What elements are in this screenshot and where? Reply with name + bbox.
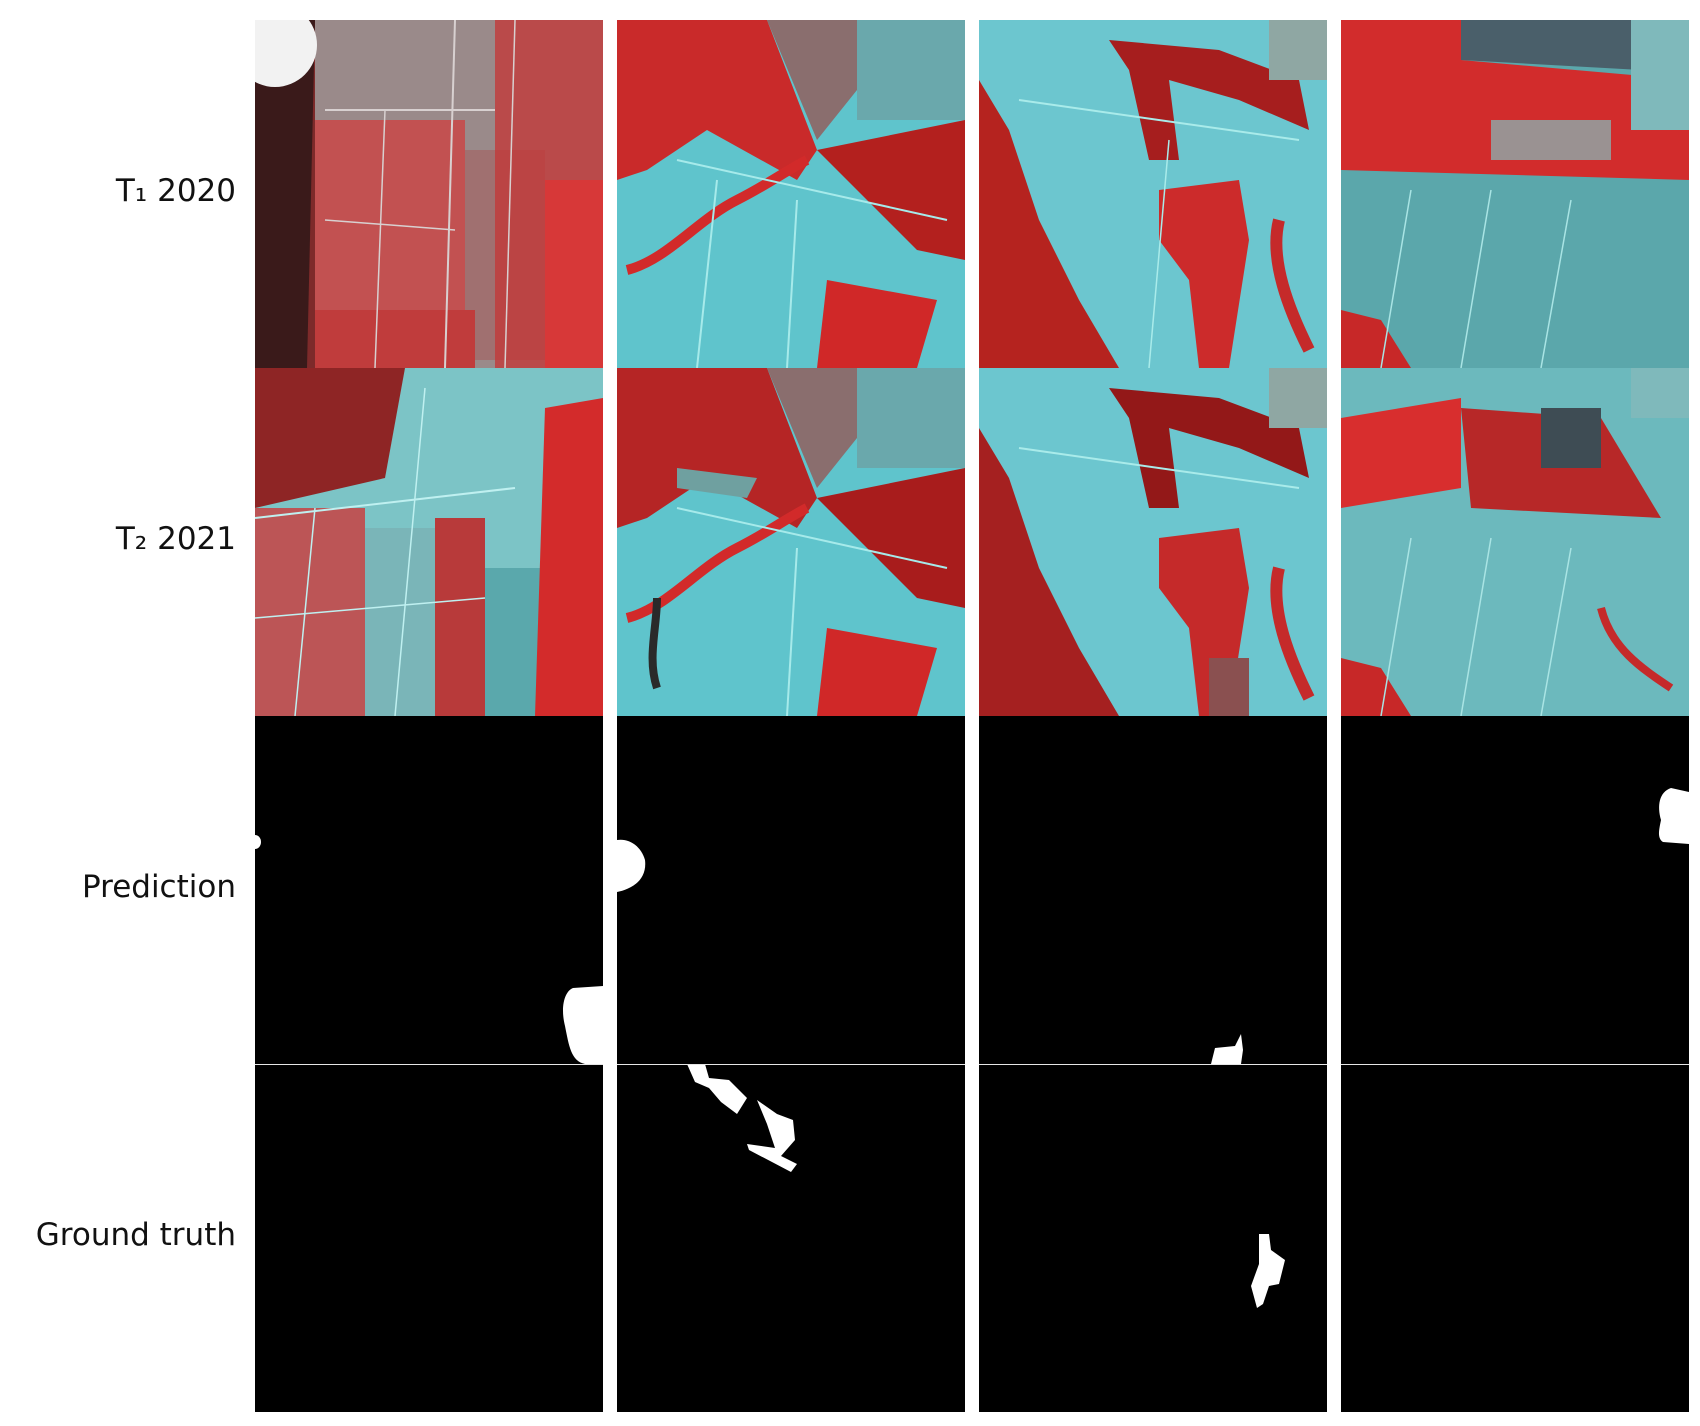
- image-t2-col4: [1341, 368, 1689, 716]
- image-t2-col2: [617, 368, 965, 716]
- ground-truth-mask-col2: [617, 1064, 965, 1412]
- row-label-prediction: Prediction: [81, 869, 236, 905]
- prediction-mask-col1: [255, 716, 603, 1064]
- tile-separator: [1341, 1064, 1689, 1065]
- image-t1-col3: [979, 20, 1327, 368]
- prediction-mask-col4: [1341, 716, 1689, 1064]
- ground-truth-mask-col1: [255, 1064, 603, 1412]
- row-label-ground-truth: Ground truth: [35, 1217, 236, 1253]
- tile-separator: [979, 1064, 1327, 1065]
- prediction-mask-col3: [979, 716, 1327, 1064]
- image-t1-col2: [617, 20, 965, 368]
- row-label-t1: T₁ 2020: [115, 173, 236, 209]
- prediction-mask-col2: [617, 716, 965, 1064]
- ground-truth-mask-col3: [979, 1064, 1327, 1412]
- image-t2-col3: [979, 368, 1327, 716]
- tile-separator: [617, 1064, 965, 1065]
- tile-separator: [255, 1064, 603, 1065]
- image-t1-col1: [255, 20, 603, 368]
- image-t2-col1: [255, 368, 603, 716]
- row-label-t2: T₂ 2021: [115, 521, 236, 557]
- image-t1-col4: [1341, 20, 1689, 368]
- ground-truth-mask-col4: [1341, 1064, 1689, 1412]
